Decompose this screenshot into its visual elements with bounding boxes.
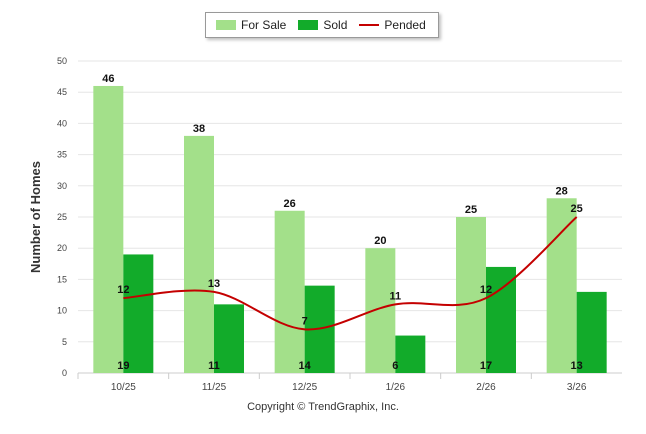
x-tick-label: 11/25 <box>202 382 227 393</box>
y-tick-label: 15 <box>57 274 67 284</box>
y-tick-label: 0 <box>62 368 67 378</box>
x-tick-label: 10/25 <box>111 382 136 393</box>
data-label-for-sale: 38 <box>193 123 205 135</box>
axes: 0 5 10 15 20 25 30 35 40 45 50 10/25 11/25 12/25 1/26 2… <box>57 56 622 393</box>
y-tick-label: 10 <box>57 306 67 316</box>
bar-sold <box>214 304 244 373</box>
data-label-sold: 19 <box>117 360 129 372</box>
y-tick-label: 25 <box>57 212 67 222</box>
data-label-sold: 6 <box>392 360 398 372</box>
bars <box>93 85 607 374</box>
x-tick-label: 1/26 <box>386 382 406 393</box>
copyright-text: Copyright © TrendGraphix, Inc. <box>247 401 399 413</box>
bar-sold <box>395 335 426 373</box>
data-label-pended: 25 <box>571 203 583 215</box>
x-tick-label: 3/26 <box>567 382 587 393</box>
legend-swatch-sold <box>298 20 319 30</box>
bar-sold <box>486 266 516 373</box>
y-tick-label: 30 <box>57 181 67 191</box>
y-tick-label: 35 <box>57 150 67 160</box>
data-label-for-sale: 25 <box>465 204 477 216</box>
bar-for-sale <box>93 85 124 374</box>
legend-item-sold[interactable]: Sold <box>298 18 347 32</box>
gridlines <box>78 60 622 374</box>
data-label-for-sale: 20 <box>374 235 386 247</box>
legend-item-for-sale[interactable]: For Sale <box>216 18 286 32</box>
data-labels: 46 19 38 11 26 14 20 6 25 17 28 13 12 13 7 11 12 25 <box>102 73 583 372</box>
y-tick-label: 5 <box>62 337 67 347</box>
data-label-for-sale: 28 <box>556 185 568 197</box>
data-label-for-sale: 26 <box>284 198 296 210</box>
legend-label-pended: Pended <box>384 18 426 32</box>
y-axis-title: Number of Homes <box>28 161 43 273</box>
legend-swatch-for-sale <box>216 20 236 30</box>
data-label-sold: 11 <box>208 360 220 372</box>
bar-for-sale <box>546 198 577 373</box>
pended-line <box>123 216 578 331</box>
legend: For Sale Sold Pended <box>205 12 439 38</box>
data-label-sold: 13 <box>571 360 583 372</box>
bar-for-sale <box>274 210 305 373</box>
data-label-pended: 12 <box>117 284 129 296</box>
legend-label-sold: Sold <box>323 18 348 32</box>
bar-sold <box>123 254 154 373</box>
data-label-pended: 12 <box>480 284 492 296</box>
y-tick-label: 40 <box>57 118 67 128</box>
y-tick-label: 45 <box>57 87 67 97</box>
data-label-sold: 17 <box>480 360 492 372</box>
bar-sold <box>576 291 607 373</box>
bar-for-sale <box>365 248 396 373</box>
x-tick-label: 2/26 <box>476 382 496 393</box>
y-tick-label: 20 <box>57 243 67 253</box>
data-label-sold: 14 <box>299 360 312 372</box>
data-label-pended: 11 <box>390 290 402 302</box>
data-label-for-sale: 46 <box>102 73 114 85</box>
bar-for-sale <box>184 135 214 373</box>
pended-line-layer <box>123 216 578 331</box>
y-tick-label: 50 <box>57 56 67 66</box>
x-tick-label: 12/25 <box>292 382 317 393</box>
legend-line-pended <box>359 24 380 26</box>
legend-item-pended[interactable]: Pended <box>359 18 426 32</box>
legend-label-for-sale: For Sale <box>241 18 287 32</box>
bar-for-sale <box>456 217 486 373</box>
data-label-pended: 13 <box>208 278 220 290</box>
data-label-pended: 7 <box>302 315 308 327</box>
